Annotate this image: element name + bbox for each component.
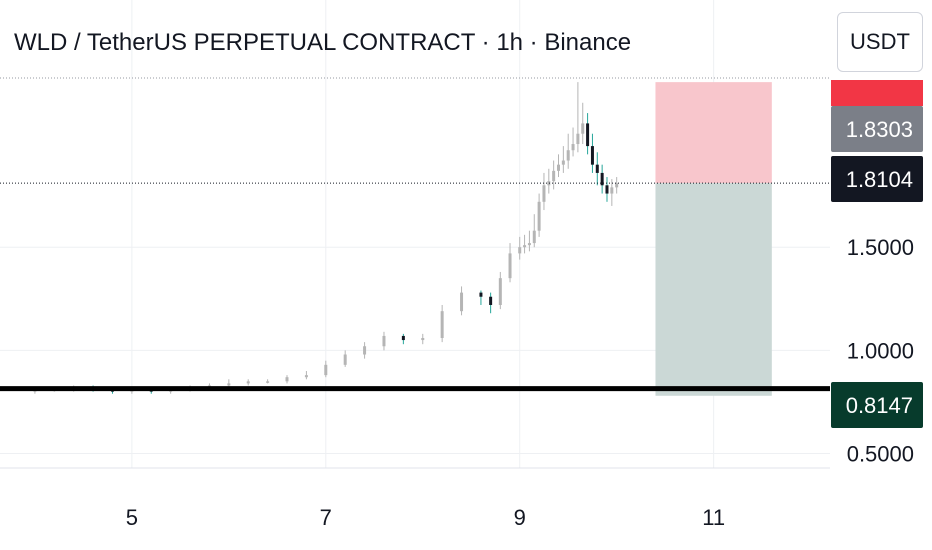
candle-body	[527, 243, 531, 246]
candle-body	[246, 381, 250, 384]
candle-body	[227, 383, 231, 386]
candle-body	[552, 170, 556, 182]
candle-body	[532, 230, 536, 244]
candle-body	[460, 292, 464, 312]
candle-body	[523, 245, 527, 248]
candle-body	[479, 292, 483, 297]
x-tick-label: 7	[320, 505, 332, 530]
candle-body	[586, 123, 590, 147]
candle-body	[363, 346, 367, 355]
y-tick-label: 1.0000	[847, 338, 914, 363]
take-profit-zone	[655, 183, 772, 396]
candle-body	[498, 278, 502, 305]
candle-body	[537, 201, 541, 231]
candle-body	[581, 123, 585, 134]
candle-body	[561, 160, 565, 165]
candle-body	[557, 164, 561, 171]
stop-loss-zone	[655, 82, 772, 184]
candle-body	[421, 338, 425, 341]
price-label-dark	[831, 156, 923, 202]
price-label-stop	[831, 80, 923, 106]
candle-body	[547, 181, 551, 186]
price-label-green	[831, 382, 923, 428]
candle-body	[324, 364, 328, 376]
candle-body	[615, 183, 619, 188]
candle-body	[600, 172, 604, 186]
candle-body	[304, 375, 308, 378]
price-label-text: 0.8147	[846, 393, 913, 418]
candle-body	[571, 144, 575, 151]
candle-body	[401, 335, 405, 341]
x-tick-label: 11	[702, 505, 725, 530]
candle-body	[576, 133, 580, 145]
candle-body	[595, 164, 599, 173]
candle-body	[542, 185, 546, 202]
chart-title: WLD / TetherUS PERPETUAL CONTRACT · 1h ·…	[14, 29, 632, 56]
price-label-text: 1.8104	[846, 167, 913, 192]
candle-body	[285, 377, 289, 382]
candle-body	[566, 150, 570, 161]
candle-body	[518, 247, 522, 254]
candle-body	[508, 253, 512, 279]
candle-body	[266, 381, 270, 383]
y-tick-label: 0.5000	[847, 442, 914, 467]
x-tick-label: 9	[514, 505, 526, 530]
candle-body	[610, 187, 614, 194]
currency-selector-button[interactable]: USDT	[837, 12, 923, 72]
candle-body	[605, 185, 609, 194]
price-label-text: 1.8303	[846, 117, 913, 142]
candle-body	[382, 335, 386, 347]
candle-body	[590, 146, 594, 165]
candle-body	[489, 296, 493, 305]
y-tick-label: 1.5000	[847, 235, 914, 260]
x-tick-label: 5	[126, 505, 138, 530]
price-label-gray	[831, 106, 923, 152]
candle-body	[343, 354, 347, 365]
candle-body	[440, 311, 444, 338]
